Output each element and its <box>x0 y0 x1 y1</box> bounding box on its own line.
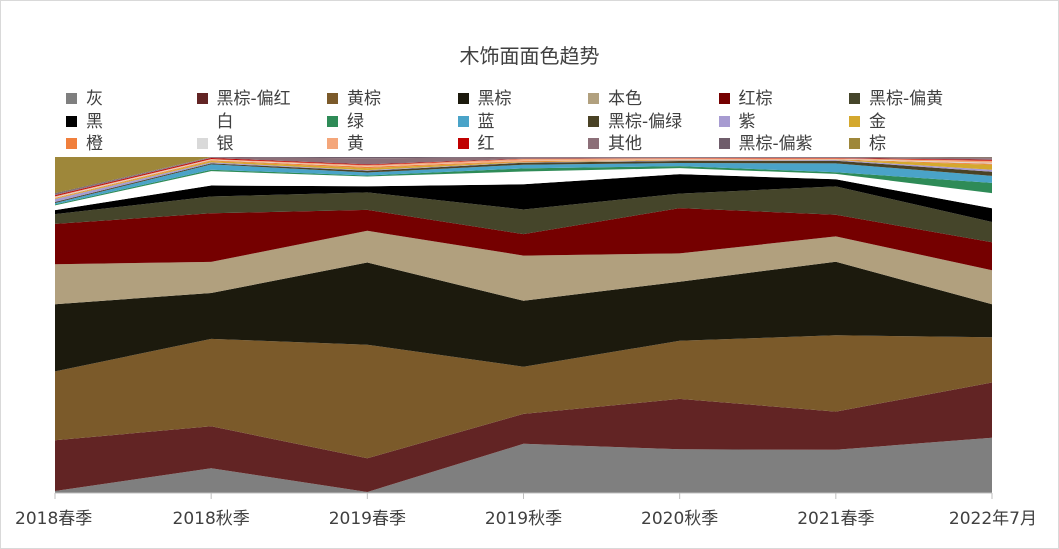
legend-label: 银 <box>216 134 234 154</box>
area-series-3 <box>55 261 992 372</box>
legend-swatch <box>66 115 77 127</box>
legend-swatch <box>849 138 860 149</box>
legend-label: 黑 <box>86 111 103 132</box>
x-tick-label: 2022年7月 <box>949 509 1037 529</box>
legend-label: 绿 <box>347 111 364 132</box>
legend-swatch <box>196 93 208 104</box>
legend-label: 红棕 <box>738 89 773 109</box>
area-series-7 <box>55 174 992 222</box>
legend-swatch <box>718 138 730 149</box>
legend-label: 黑棕-偏绿 <box>608 111 683 132</box>
legend-label: 白 <box>216 111 234 132</box>
legend-label: 黄 <box>347 134 364 154</box>
chart-title: 木饰面面色趋势 <box>459 44 600 68</box>
legend-label: 黑棕-偏紫 <box>738 134 813 154</box>
area-series-0 <box>55 437 992 493</box>
legend-swatch <box>327 138 338 149</box>
legend-swatch <box>327 115 338 127</box>
area-series-12 <box>55 160 992 202</box>
legend-label: 红 <box>477 134 495 154</box>
area-series-4 <box>55 230 992 305</box>
area-series-20 <box>55 157 992 194</box>
legend-label: 紫 <box>738 111 756 132</box>
legend-swatch <box>66 93 77 104</box>
area-series-13 <box>55 159 992 199</box>
legend-label: 棕 <box>869 134 886 154</box>
x-tick-label: 2020秋季 <box>641 509 718 529</box>
legend-swatch <box>327 93 338 104</box>
area-series-2 <box>55 335 992 459</box>
x-tick-label: 2021春季 <box>797 509 874 529</box>
x-tick-label: 2019春季 <box>329 509 406 529</box>
area-series-6 <box>55 186 992 243</box>
legend-label: 黑棕-偏红 <box>216 89 291 109</box>
legend-swatch <box>457 138 469 149</box>
x-tick-label: 2019秋季 <box>485 509 562 529</box>
legend-swatch <box>849 115 860 127</box>
legend-label: 灰 <box>86 89 103 109</box>
legend-swatch <box>588 93 599 104</box>
legend-swatch <box>66 138 77 149</box>
legend-label: 其他 <box>608 134 642 154</box>
area-series-5 <box>55 208 992 271</box>
legend-label: 橙 <box>86 134 103 154</box>
legend-swatch <box>457 93 469 104</box>
area-series-1 <box>55 382 992 492</box>
area-series-8 <box>55 168 992 211</box>
legend-swatch <box>718 93 730 104</box>
legend-label: 黄棕 <box>347 89 381 109</box>
legend-label: 黑棕-偏黄 <box>869 89 944 109</box>
legend-swatch <box>196 138 208 149</box>
legend-swatch <box>718 115 730 127</box>
legend-swatch <box>588 138 599 149</box>
legend-label: 金 <box>869 111 886 132</box>
x-tick-label: 2018春季 <box>15 509 92 529</box>
legend-swatch <box>588 115 599 127</box>
x-tick-label: 2018秋季 <box>173 509 250 529</box>
legend-swatch <box>457 115 469 127</box>
legend-label: 黑棕 <box>477 89 512 109</box>
legend-label: 蓝 <box>477 111 495 132</box>
legend-label: 本色 <box>608 89 642 109</box>
legend-swatch <box>849 93 860 104</box>
legend-swatch <box>196 115 208 127</box>
